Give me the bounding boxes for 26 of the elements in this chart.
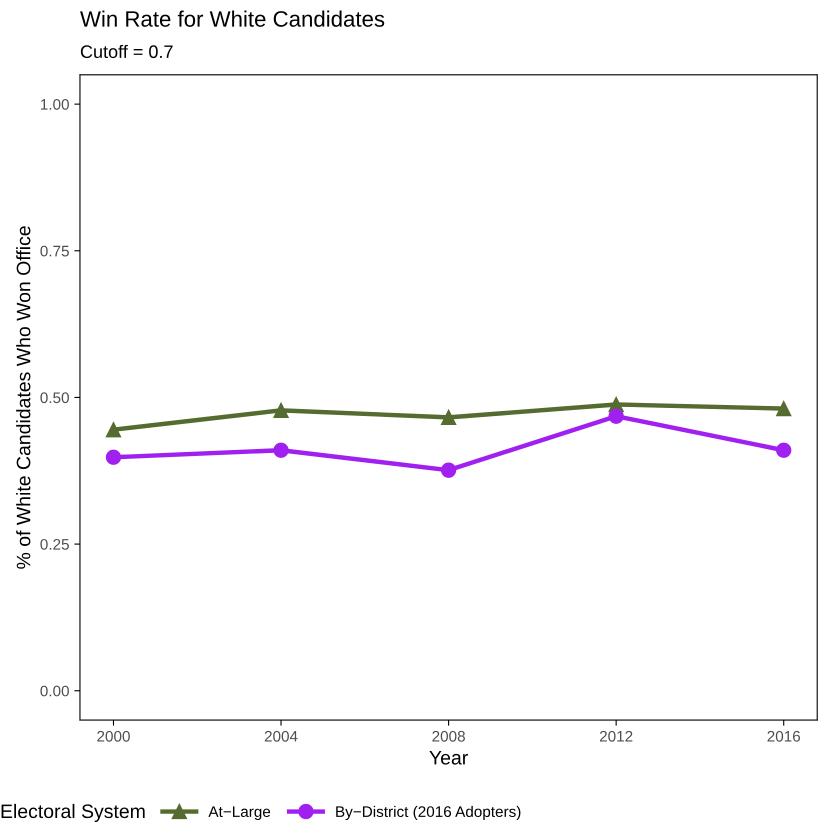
legend-title: Electoral System	[2, 804, 145, 822]
point	[106, 422, 122, 438]
x-tick-label: 2012	[600, 730, 632, 742]
y-tick-label: 0.75	[40, 246, 69, 256]
point	[106, 450, 122, 465]
legend-label: By−District (2016 Adopters)	[336, 806, 520, 820]
point	[608, 408, 624, 424]
y-tick-label: 0.25	[40, 538, 69, 550]
x-tick-label: 2008	[432, 730, 465, 742]
y-tick-label: 1.00	[40, 99, 69, 110]
point	[273, 402, 289, 418]
point	[440, 462, 456, 478]
chart-subtitle: Cutoff = 0.7	[80, 44, 173, 58]
point	[776, 400, 792, 416]
point	[440, 410, 456, 426]
y-tick-label: 0.00	[40, 686, 69, 696]
x-tick-label: 2000	[97, 730, 130, 742]
x-tick-label: 2004	[264, 730, 298, 742]
x-axis-title: Year	[429, 751, 468, 765]
legend-label: At−Large	[208, 806, 270, 820]
chart-title: Win Rate for White Candidates	[80, 10, 384, 27]
y-axis-title: % of White Candidates Who Won Office	[16, 226, 30, 569]
y-tick-label: 0.50	[40, 392, 69, 404]
point	[776, 442, 792, 458]
point	[273, 442, 289, 458]
x-tick-label: 2016	[767, 730, 800, 742]
